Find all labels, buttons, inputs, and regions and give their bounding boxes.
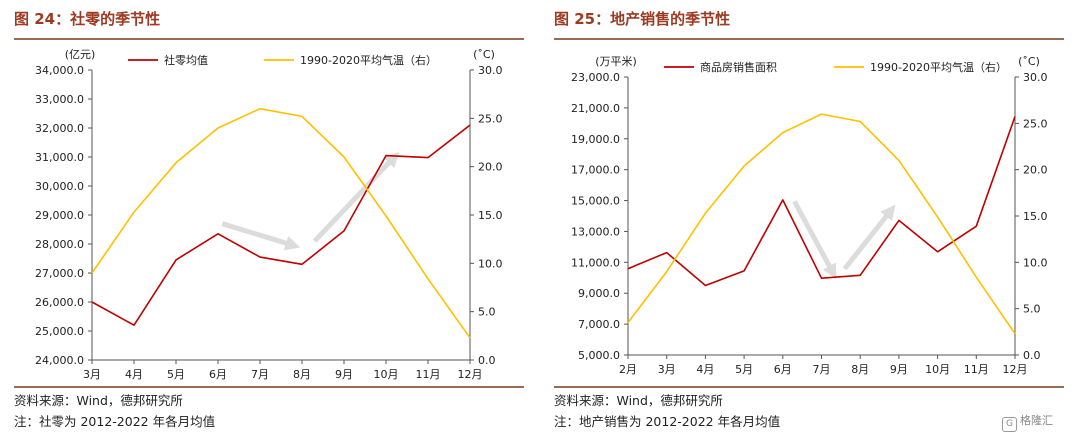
- right-tick-label: 30.0: [1023, 71, 1048, 84]
- chart-panel-retail: 图 24：社零的季节性 24,000.0 25,000.0 26,000.0 27,0…: [14, 10, 524, 429]
- title-rule: [14, 38, 524, 40]
- right-axis-unit: (˚C): [473, 48, 495, 61]
- x-tick-label: 12月: [1003, 363, 1028, 376]
- property-seasonality-chart: 5,000.0 7,000.0 9,000.0 11,000.0 13,000.0 15,…: [571, 55, 1048, 376]
- watermark-text: 格隆汇: [1020, 414, 1053, 427]
- left-tick-label: 9,000.0: [578, 287, 620, 300]
- right-tick-label: 25.0: [478, 112, 503, 125]
- trend-arrow: [842, 204, 896, 271]
- right-tick-label: 10.0: [478, 257, 503, 270]
- series-line: [91, 124, 471, 327]
- x-tick-label: 9月: [335, 368, 353, 381]
- series-line: [627, 113, 1016, 335]
- left-tick-label: 33,000.0: [35, 93, 84, 106]
- watermark: G 格隆汇: [1002, 412, 1053, 432]
- right-tick-label: 0.0: [478, 354, 496, 367]
- left-tick-label: 31,000.0: [35, 151, 84, 164]
- figure-title: 图 25：地产销售的季节性: [554, 10, 731, 28]
- left-tick-label: 29,000.0: [35, 209, 84, 222]
- figure-title: 图 24：社零的季节性: [14, 10, 161, 28]
- left-tick-label: 25,000.0: [35, 325, 84, 338]
- trend-arrow: [221, 221, 301, 251]
- trend-arrow: [792, 200, 837, 280]
- x-tick-label: 5月: [167, 368, 185, 381]
- left-tick-label: 30,000.0: [35, 180, 84, 193]
- left-tick-label: 17,000.0: [571, 164, 620, 177]
- legend-label: 1990-2020平均气温（右）: [870, 60, 1007, 74]
- left-tick-label: 34,000.0: [35, 64, 84, 77]
- right-tick-label: 20.0: [1023, 164, 1048, 177]
- left-tick-label: 15,000.0: [571, 195, 620, 208]
- x-tick-label: 4月: [125, 368, 143, 381]
- left-tick-label: 5,000.0: [578, 349, 620, 362]
- footer-rule: [554, 386, 1064, 388]
- retail-seasonality-chart: 24,000.0 25,000.0 26,000.0 27,000.0 28,000.0…: [35, 48, 503, 381]
- right-tick-label: 10.0: [1023, 256, 1048, 269]
- title-rule: [554, 38, 1064, 40]
- left-tick-label: 23,000.0: [571, 71, 620, 84]
- x-tick-label: 9月: [890, 363, 908, 376]
- x-tick-label: 8月: [293, 368, 311, 381]
- left-tick-label: 32,000.0: [35, 122, 84, 135]
- source-text: 资料来源：Wind，德邦研究所: [14, 393, 183, 408]
- left-tick-label: 13,000.0: [571, 225, 620, 238]
- footer-rule: [14, 386, 524, 388]
- right-tick-label: 30.0: [478, 64, 503, 77]
- left-axis-unit: (亿元): [65, 48, 96, 61]
- legend-label: 商品房销售面积: [700, 60, 777, 74]
- note-text: 注：地产销售为 2012-2022 年各月均值: [554, 414, 781, 429]
- x-tick-label: 11月: [964, 363, 989, 376]
- legend-label: 1990-2020平均气温（右）: [300, 53, 437, 67]
- note-text: 注：社零为 2012-2022 年各月均值: [14, 414, 216, 429]
- x-tick-label: 11月: [416, 368, 441, 381]
- left-tick-label: 26,000.0: [35, 296, 84, 309]
- right-tick-label: 20.0: [478, 161, 503, 174]
- left-tick-label: 7,000.0: [578, 318, 620, 331]
- right-tick-label: 5.0: [1023, 303, 1041, 316]
- x-tick-label: 6月: [209, 368, 227, 381]
- right-tick-label: 15.0: [1023, 210, 1048, 223]
- trend-arrow: [312, 151, 400, 243]
- series-line: [627, 116, 1016, 287]
- chart-panel-property: 图 25：地产销售的季节性 5,000.0 7,000.0 9,000.0 11,00…: [540, 0, 1080, 437]
- x-tick-label: 6月: [774, 363, 792, 376]
- left-tick-label: 27,000.0: [35, 267, 84, 280]
- left-axis-unit: (万平米): [595, 55, 637, 68]
- x-tick-label: 10月: [925, 363, 950, 376]
- x-tick-label: 3月: [83, 368, 101, 381]
- right-axis-unit: (˚C): [1018, 55, 1040, 68]
- left-tick-label: 24,000.0: [35, 354, 84, 367]
- right-tick-label: 5.0: [478, 306, 496, 319]
- right-tick-label: 25.0: [1023, 117, 1048, 130]
- x-tick-label: 5月: [735, 363, 753, 376]
- x-tick-label: 12月: [458, 368, 483, 381]
- x-tick-label: 7月: [813, 363, 831, 376]
- legend-label: 社零均值: [164, 53, 208, 67]
- x-tick-label: 3月: [658, 363, 676, 376]
- watermark-logo-icon: G: [1002, 417, 1017, 432]
- right-tick-label: 0.0: [1023, 349, 1041, 362]
- left-tick-label: 28,000.0: [35, 238, 84, 251]
- left-tick-label: 21,000.0: [571, 102, 620, 115]
- series-line: [91, 107, 471, 339]
- x-tick-label: 4月: [696, 363, 714, 376]
- x-tick-label: 8月: [851, 363, 869, 376]
- left-tick-label: 11,000.0: [571, 256, 620, 269]
- x-tick-label: 7月: [251, 368, 269, 381]
- x-tick-label: 10月: [374, 368, 399, 381]
- right-tick-label: 15.0: [478, 209, 503, 222]
- left-tick-label: 19,000.0: [571, 133, 620, 146]
- source-text: 资料来源：Wind，德邦研究所: [554, 393, 723, 408]
- x-tick-label: 2月: [619, 363, 637, 376]
